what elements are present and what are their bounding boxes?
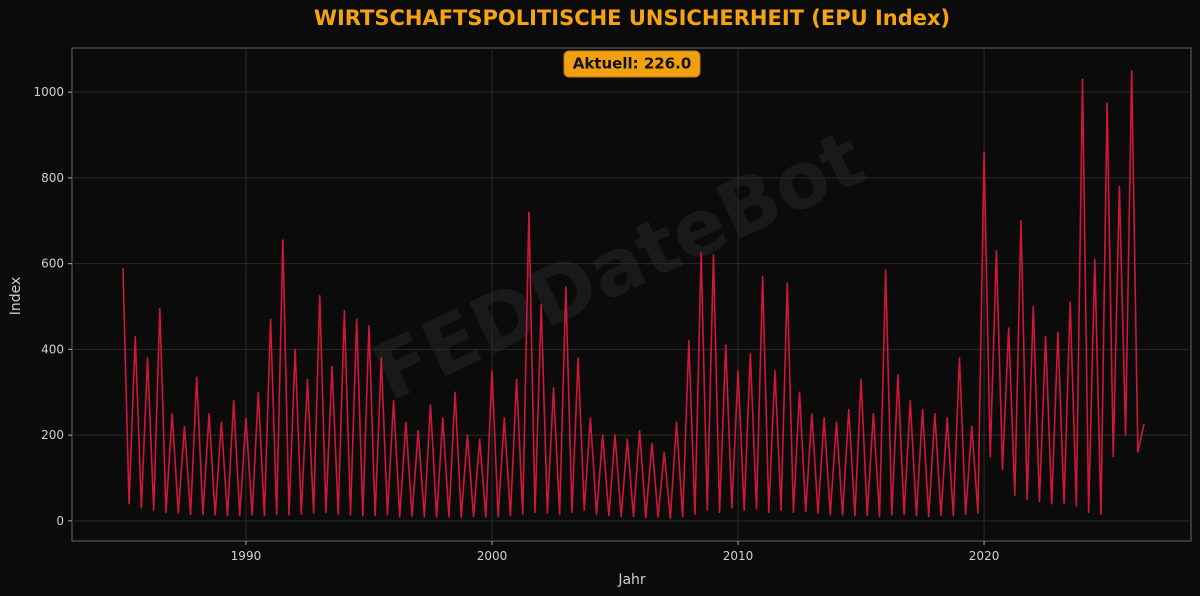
x-tick-label: 2020	[969, 549, 1000, 563]
x-tick-label: 2000	[477, 549, 508, 563]
x-tick-label: 1990	[231, 549, 262, 563]
chart-title: WIRTSCHAFTSPOLITISCHE UNSICHERHEIT (EPU …	[314, 6, 950, 30]
y-tick-label: 1000	[33, 85, 64, 99]
y-tick-label: 600	[41, 257, 64, 271]
annotation: Aktuell: 226.0	[573, 55, 692, 73]
annotation-box	[563, 50, 701, 78]
y-tick-label: 800	[41, 171, 64, 185]
x-tick-label: 2010	[723, 549, 754, 563]
y-tick-label: 400	[41, 342, 64, 356]
lines	[122, 69, 1145, 520]
plot-area	[71, 47, 1192, 542]
y-axis-label: Index	[8, 277, 24, 316]
series-line	[122, 69, 1145, 520]
y-tick-label: 200	[41, 428, 64, 442]
x-axis-label: Jahr	[617, 572, 646, 588]
y-tick-label: 0	[56, 514, 64, 528]
